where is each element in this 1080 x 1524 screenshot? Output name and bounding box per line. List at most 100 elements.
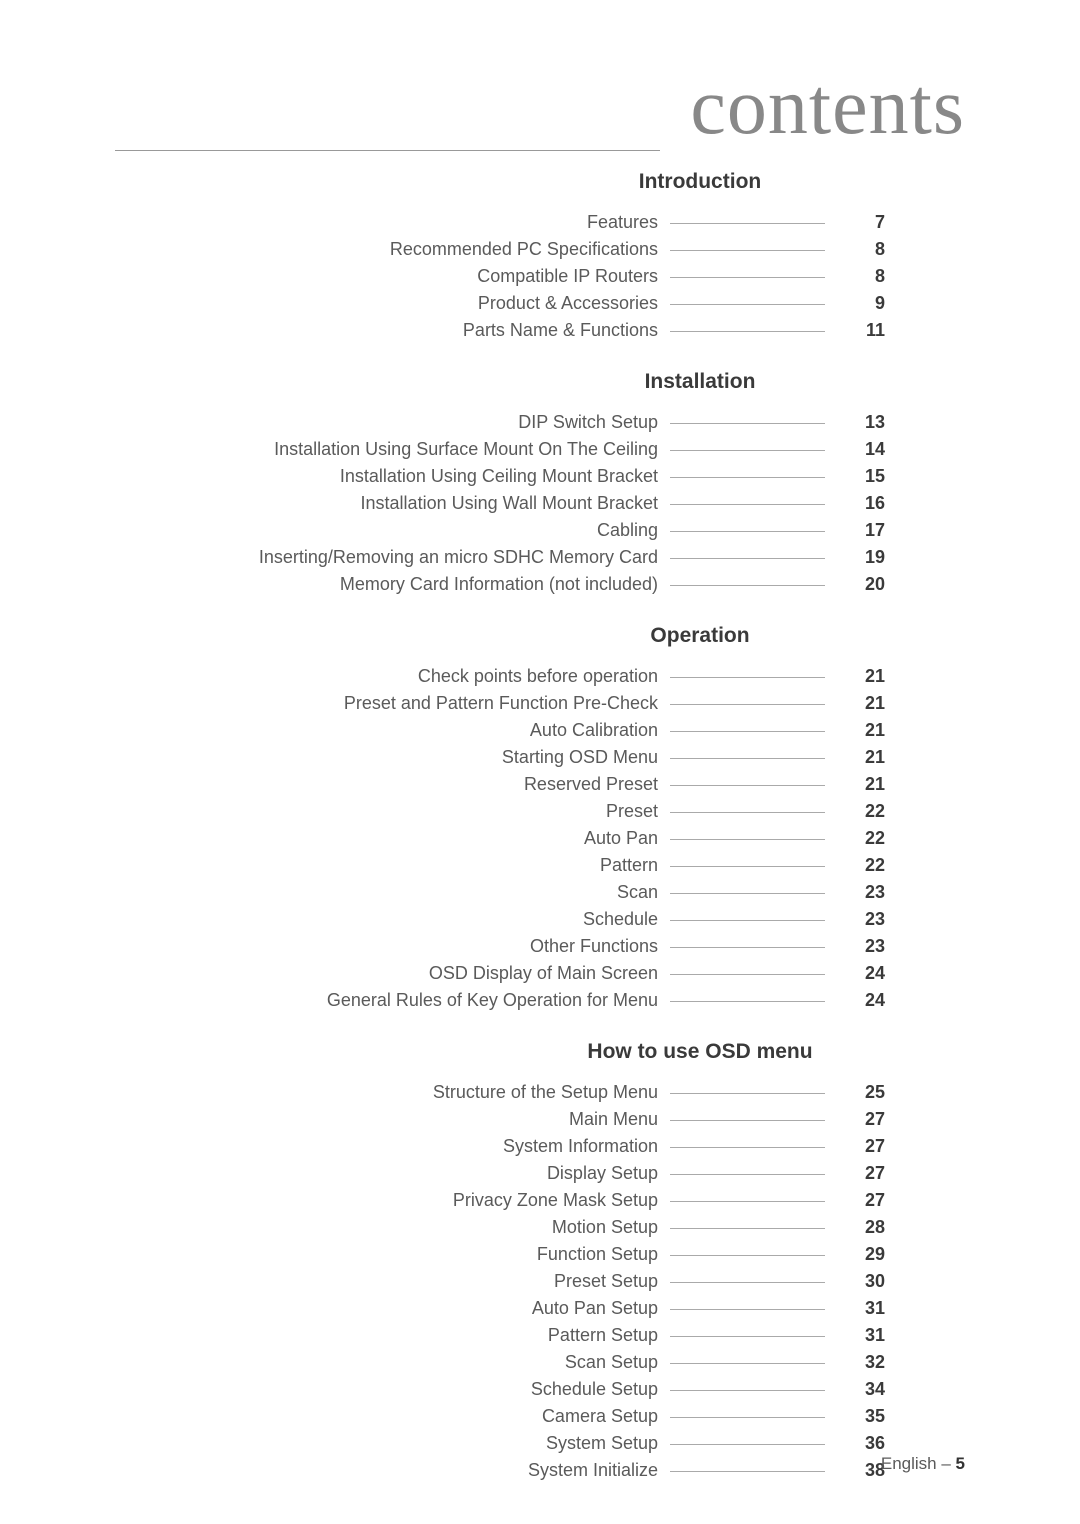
- toc-row: Product & Accessories9: [115, 291, 965, 315]
- toc-row: Scan 23: [115, 880, 965, 904]
- toc-leader-line: [670, 1309, 825, 1310]
- toc-page: 27: [825, 1190, 885, 1211]
- toc-leader-line: [670, 704, 825, 705]
- toc-content: Introduction Features7 Recommended PC Sp…: [115, 170, 965, 1510]
- toc-leader-line: [670, 1336, 825, 1337]
- toc-page: 17: [825, 520, 885, 541]
- toc-label: Reserved Preset: [115, 774, 670, 795]
- toc-page: 14: [825, 439, 885, 460]
- toc-page: 38: [825, 1460, 885, 1481]
- toc-page: 34: [825, 1379, 885, 1400]
- toc-row: Installation Using Ceiling Mount Bracket…: [115, 464, 965, 488]
- toc-label: System Initialize: [115, 1460, 670, 1481]
- section-operation: Operation Check points before operation 2…: [115, 624, 965, 1012]
- toc-label: Features: [115, 212, 670, 233]
- toc-page: 35: [825, 1406, 885, 1427]
- toc-leader-line: [670, 758, 825, 759]
- toc-label: DIP Switch Setup: [115, 412, 670, 433]
- toc-row: Schedule Setup 34: [115, 1377, 965, 1401]
- toc-label: Parts Name & Functions: [115, 320, 670, 341]
- toc-page: 31: [825, 1325, 885, 1346]
- toc-page: 8: [825, 266, 885, 287]
- toc-row: Cabling17: [115, 518, 965, 542]
- toc-row: Privacy Zone Mask Setup 27: [115, 1188, 965, 1212]
- toc-row: Function Setup 29: [115, 1242, 965, 1266]
- toc-label: Inserting/Removing an micro SDHC Memory …: [115, 547, 670, 568]
- toc-leader-line: [670, 1174, 825, 1175]
- toc-leader-line: [670, 1120, 825, 1121]
- toc-page: 15: [825, 466, 885, 487]
- section-title: How to use OSD menu: [435, 1040, 965, 1064]
- toc-page: 16: [825, 493, 885, 514]
- toc-leader-line: [670, 423, 825, 424]
- toc-label: Schedule: [115, 909, 670, 930]
- toc-row: Structure of the Setup Menu 25: [115, 1080, 965, 1104]
- toc-page: 22: [825, 855, 885, 876]
- toc-leader-line: [670, 531, 825, 532]
- toc-leader-line: [670, 504, 825, 505]
- toc-leader-line: [670, 1282, 825, 1283]
- toc-page: 8: [825, 239, 885, 260]
- toc-page: 24: [825, 990, 885, 1011]
- toc-leader-line: [670, 839, 825, 840]
- toc-page: 21: [825, 720, 885, 741]
- toc-label: Structure of the Setup Menu: [115, 1082, 670, 1103]
- toc-label: Installation Using Wall Mount Bracket: [115, 493, 670, 514]
- toc-label: Preset Setup: [115, 1271, 670, 1292]
- toc-label: Privacy Zone Mask Setup: [115, 1190, 670, 1211]
- toc-row: Parts Name & Functions11: [115, 318, 965, 342]
- toc-row: Auto Calibration21: [115, 718, 965, 742]
- toc-page: 24: [825, 963, 885, 984]
- toc-label: Motion Setup: [115, 1217, 670, 1238]
- toc-leader-line: [670, 1147, 825, 1148]
- toc-row: Other Functions23: [115, 934, 965, 958]
- section-title: Operation: [435, 624, 965, 648]
- toc-label: Function Setup: [115, 1244, 670, 1265]
- toc-row: Starting OSD Menu21: [115, 745, 965, 769]
- toc-page: 27: [825, 1109, 885, 1130]
- toc-leader-line: [670, 1390, 825, 1391]
- toc-page: 21: [825, 747, 885, 768]
- toc-label: General Rules of Key Operation for Menu: [115, 990, 670, 1011]
- toc-page: 27: [825, 1136, 885, 1157]
- toc-page: 31: [825, 1298, 885, 1319]
- toc-label: Schedule Setup: [115, 1379, 670, 1400]
- toc-page: 23: [825, 882, 885, 903]
- toc-page: 21: [825, 693, 885, 714]
- toc-label: Scan: [115, 882, 670, 903]
- toc-page: 23: [825, 909, 885, 930]
- footer-page-number: 5: [956, 1454, 965, 1473]
- page-footer: English – 5: [881, 1454, 965, 1474]
- toc-label: Compatible IP Routers: [115, 266, 670, 287]
- toc-leader-line: [670, 974, 825, 975]
- toc-page: 36: [825, 1433, 885, 1454]
- toc-row: System Information27: [115, 1134, 965, 1158]
- toc-row: Pattern Setup31: [115, 1323, 965, 1347]
- toc-label: Installation Using Surface Mount On The …: [115, 439, 670, 460]
- toc-leader-line: [670, 947, 825, 948]
- toc-row: DIP Switch Setup13: [115, 410, 965, 434]
- toc-page: 25: [825, 1082, 885, 1103]
- section-osd-menu: How to use OSD menu Structure of the Set…: [115, 1040, 965, 1482]
- toc-label: Check points before operation: [115, 666, 670, 687]
- toc-label: Scan Setup: [115, 1352, 670, 1373]
- toc-page: 30: [825, 1271, 885, 1292]
- toc-leader-line: [670, 1255, 825, 1256]
- toc-label: Memory Card Information (not included): [115, 574, 670, 595]
- toc-row: Reserved Preset21: [115, 772, 965, 796]
- toc-label: Preset and Pattern Function Pre-Check: [115, 693, 670, 714]
- toc-leader-line: [670, 304, 825, 305]
- toc-label: Recommended PC Specifications: [115, 239, 670, 260]
- toc-leader-line: [670, 277, 825, 278]
- toc-leader-line: [670, 331, 825, 332]
- toc-page: 29: [825, 1244, 885, 1265]
- toc-row: Inserting/Removing an micro SDHC Memory …: [115, 545, 965, 569]
- toc-row: Display Setup27: [115, 1161, 965, 1185]
- toc-label: Product & Accessories: [115, 293, 670, 314]
- toc-row: Features7: [115, 210, 965, 234]
- toc-leader-line: [670, 1228, 825, 1229]
- toc-leader-line: [670, 677, 825, 678]
- toc-row: Main Menu27: [115, 1107, 965, 1131]
- toc-label: Preset: [115, 801, 670, 822]
- toc-row: Recommended PC Specifications 8: [115, 237, 965, 261]
